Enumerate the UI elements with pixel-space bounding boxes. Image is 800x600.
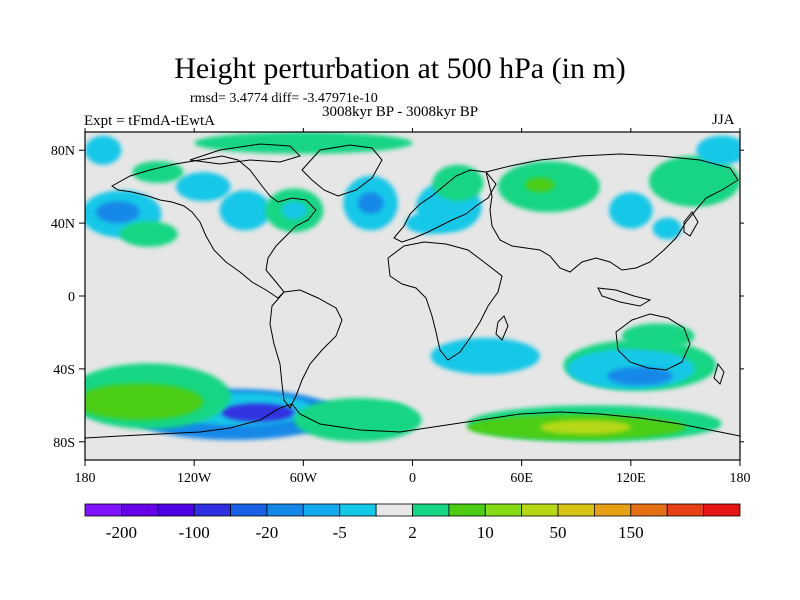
colorbar-swatch [630,503,668,517]
anomaly-region [281,201,307,220]
colorbar-swatch [266,503,304,517]
y-tick-label: 80S [53,436,75,451]
colorbar-swatch [703,503,741,517]
coast-greenland [301,144,383,197]
colorbar-swatch [84,503,122,517]
anomaly-region [132,161,184,184]
rmsd-stats: rmsd= 3.4774 diff= -3.47971e-10 [190,91,378,106]
coast-australia [615,313,691,371]
anomaly-region [652,217,682,240]
axis-ticks: 180 120W 60W 0 60E 120E 180 80N 40N 0 40S 80S [51,128,751,486]
colorbar-swatch [557,503,595,517]
colorbar-label: 50 [550,523,567,542]
coast-south-america [269,289,343,409]
colorbar-label: -200 [106,523,137,542]
anomaly-region [219,190,271,231]
colorbar: -200 -100 -20 -5 2 10 50 150 [84,503,741,542]
y-tick-label: 0 [68,290,75,305]
anomaly-region [294,398,422,442]
coast-europe [393,169,497,243]
anomaly-contours [85,132,740,442]
chart-title: Height perturbation at 500 hPa (in m) [174,52,626,85]
anomaly-region [432,164,484,202]
colorbar-label: 2 [408,523,417,542]
anomaly-region [405,212,457,235]
coastlines [85,143,740,439]
anomaly-region [607,367,673,386]
season-label: JJA [712,112,735,128]
anomaly-region [95,201,140,224]
colorbar-swatch [230,503,268,517]
anomaly-region [609,192,653,229]
anomaly-region [372,403,409,422]
coast-indonesia [597,287,652,307]
colorbar-label: -5 [333,523,347,542]
colorbar-swatch [594,503,632,517]
colorbar-swatch [484,503,523,517]
anomaly-region [221,403,295,422]
y-tick-label: 40N [51,217,75,232]
coast-asia [485,153,739,273]
coast-arctic-islands [189,143,301,165]
anomaly-region [175,172,231,202]
anomaly-region [194,132,413,154]
colorbar-swatch [666,503,705,517]
anomaly-region [621,323,695,349]
colorbar-swatch [157,503,195,517]
x-tick-label: 180 [75,471,96,486]
anomaly-region [119,221,178,247]
coast-japan [683,211,699,237]
anomaly-region [430,337,540,375]
x-tick-label: 120E [616,471,646,486]
anomaly-region [85,135,122,165]
x-tick-label: 120W [177,471,212,486]
x-tick-label: 60W [290,471,318,486]
anomaly-region [525,177,555,193]
colorbar-swatch [302,503,341,517]
colorbar-swatch [120,503,159,517]
x-tick-label: 180 [730,471,751,486]
coast-madagascar [495,315,509,341]
colorbar-label: -20 [256,523,279,542]
colorbar-swatch [339,503,377,517]
colorbar-label: -100 [179,523,210,542]
anomaly-region [357,192,384,214]
y-tick-label: 80N [51,144,75,159]
colorbar-label: 150 [618,523,644,542]
colorbar-swatch [193,503,231,517]
y-tick-label: 40S [53,363,75,378]
x-tick-label: 0 [409,471,416,486]
anomaly-region [85,383,204,420]
coast-new-zealand [713,362,725,385]
experiment-label: Expt = tFmdA-tEwtA [84,113,215,129]
anomaly-region [539,419,631,435]
anomaly-region [649,155,740,207]
colorbar-swatch [375,503,413,517]
anomaly-region [696,135,740,165]
x-tick-label: 60E [510,471,533,486]
colorbar-swatch [448,503,486,517]
colorbar-label: 10 [477,523,494,542]
coast-antarctica [85,403,740,439]
time-period-label: 3008kyr BP - 3008kyr BP [322,104,479,120]
colorbar-swatch [521,503,559,517]
colorbar-swatch [412,503,450,517]
coast-africa [387,241,503,361]
